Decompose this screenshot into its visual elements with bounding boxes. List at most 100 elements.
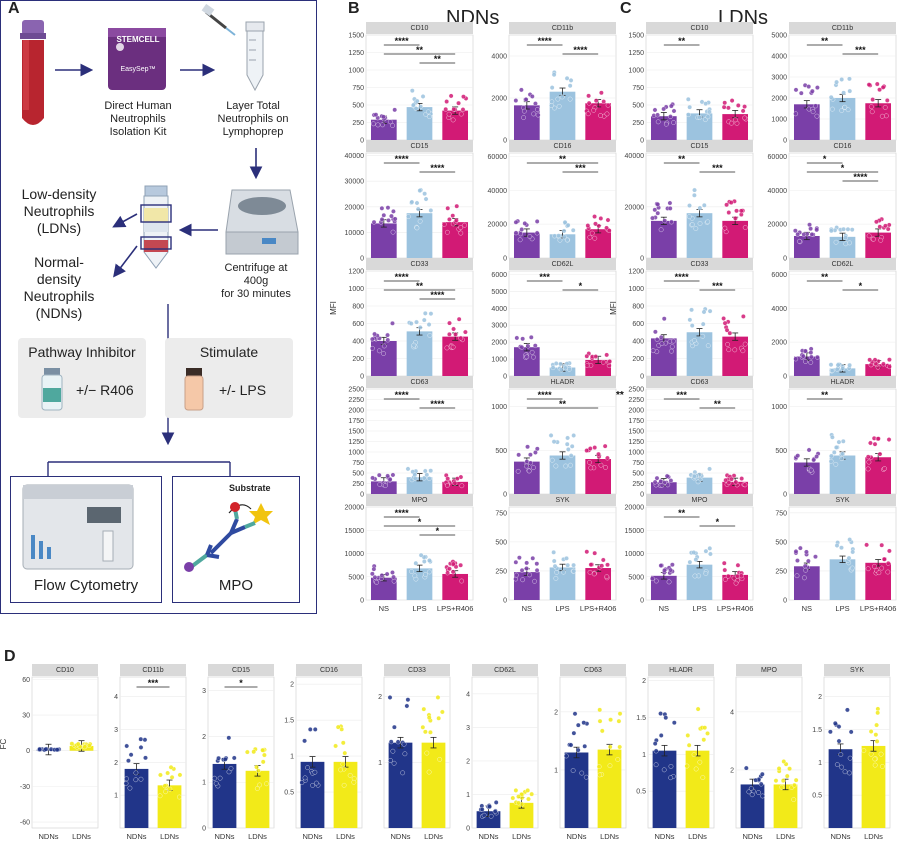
data-point — [379, 573, 385, 578]
data-point — [226, 735, 232, 741]
data-point — [586, 93, 592, 99]
stimulate-tile: Stimulate +/- LPS — [165, 338, 293, 418]
data-point — [598, 216, 604, 221]
data-point — [607, 763, 613, 769]
data-point — [793, 87, 799, 93]
data-point — [843, 235, 849, 241]
tick-label: 500 — [352, 471, 364, 478]
data-point — [413, 560, 419, 566]
data-point — [654, 337, 660, 342]
data-point — [450, 344, 456, 350]
data-point — [784, 773, 790, 779]
data-point — [388, 758, 393, 763]
facet-label: CD10 — [411, 25, 429, 32]
facet-strip — [366, 140, 473, 152]
tick-label: 3 — [114, 727, 118, 734]
data-point — [877, 224, 883, 230]
data-point — [733, 479, 739, 485]
facet-label: SYK — [555, 497, 569, 504]
data-point — [592, 550, 598, 556]
data-point — [700, 321, 706, 327]
annotation: ** — [616, 390, 624, 401]
data-point — [424, 750, 430, 756]
tick-label: 2500 — [628, 387, 644, 394]
data-point — [743, 765, 749, 771]
data-point — [756, 790, 761, 795]
data-point — [534, 561, 540, 567]
tick-label: 750 — [495, 510, 507, 517]
tick-label: 4000 — [491, 54, 507, 61]
tick-label: 0 — [783, 138, 787, 145]
data-point — [510, 795, 516, 801]
category-label: LPS — [555, 604, 569, 613]
bar — [829, 98, 856, 140]
tick-label: 5000 — [491, 289, 507, 296]
kit-brand: STEMCELL — [116, 35, 160, 44]
tick-label: 1 — [202, 780, 206, 787]
facet-cd62l: CD62L 0 1 2 3 4 NDNs LDNs — [466, 664, 539, 841]
tick-label: 400 — [352, 339, 364, 346]
data-point — [870, 97, 876, 102]
data-point — [534, 446, 540, 452]
data-point — [877, 87, 882, 93]
data-point — [740, 108, 746, 114]
data-point — [739, 476, 745, 481]
data-point — [427, 333, 433, 338]
data-point — [707, 308, 713, 314]
sig-label: * — [823, 154, 827, 164]
category-label: NDNs — [303, 832, 323, 841]
bar — [829, 559, 856, 600]
tick-label: 250 — [352, 120, 364, 127]
data-point — [529, 349, 535, 355]
data-point — [742, 225, 748, 230]
sig-label: ** — [714, 399, 722, 409]
data-point — [312, 726, 318, 732]
tick-label: 2 — [378, 694, 382, 701]
data-point — [839, 456, 845, 462]
data-point — [426, 715, 432, 721]
data-point — [879, 542, 885, 548]
facet-strip — [472, 664, 538, 676]
data-point — [605, 217, 611, 223]
facet-label: CD63 — [584, 667, 602, 674]
tick-label: 250 — [632, 120, 644, 127]
data-point — [808, 354, 814, 360]
data-point — [422, 729, 428, 735]
data-point — [563, 365, 568, 371]
facet-label: HLADR — [551, 379, 575, 386]
flow-cytometry-box: Flow Cytometry — [10, 476, 162, 603]
data-point — [351, 779, 357, 785]
data-point — [661, 106, 667, 112]
data-point — [409, 199, 415, 205]
facet-label: CD62L — [494, 667, 516, 674]
bar — [585, 459, 612, 494]
data-point — [570, 768, 576, 773]
data-point — [372, 331, 377, 337]
data-point — [815, 354, 820, 360]
data-point — [689, 307, 694, 313]
data-point — [695, 706, 701, 712]
data-point — [422, 191, 428, 197]
data-point — [551, 72, 557, 78]
data-point — [530, 555, 536, 561]
data-point — [479, 806, 485, 812]
data-point — [733, 580, 739, 586]
bar — [740, 784, 765, 828]
data-point — [865, 454, 871, 460]
data-point — [157, 793, 163, 799]
data-point — [142, 737, 148, 743]
category-label: NDNs — [479, 832, 499, 841]
category-label: LDNs — [336, 832, 355, 841]
data-point — [874, 219, 879, 225]
data-point — [655, 201, 661, 207]
data-point — [461, 94, 466, 100]
data-point — [810, 109, 816, 115]
data-point — [693, 226, 699, 231]
data-point — [526, 468, 532, 474]
tick-label: 1250 — [628, 439, 644, 446]
category-label: NS — [379, 604, 389, 613]
